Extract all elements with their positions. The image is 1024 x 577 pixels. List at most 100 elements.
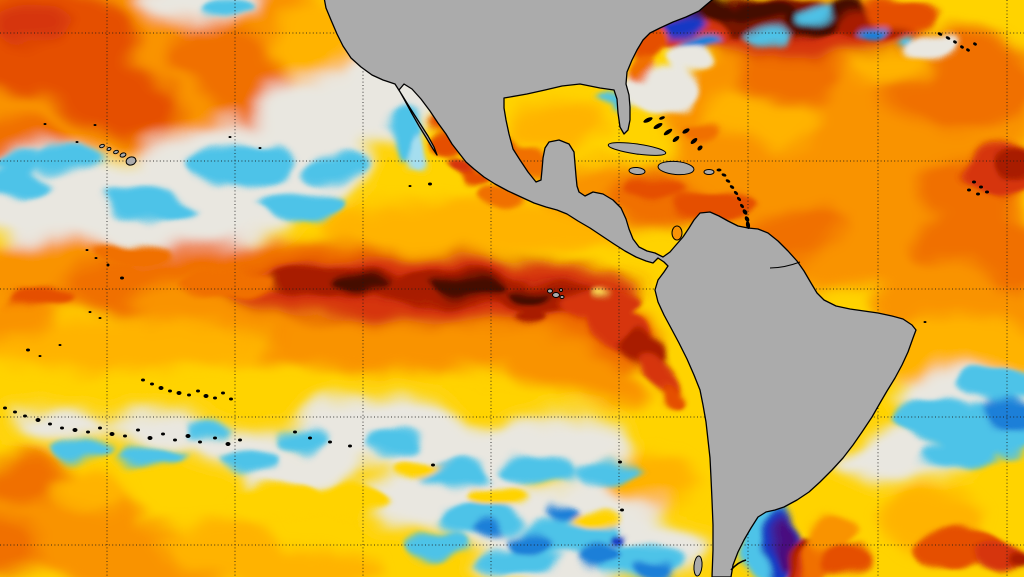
island-speck: [26, 348, 30, 352]
anomaly-deepOrange: [180, 266, 280, 298]
island-puerto-rico: [703, 169, 715, 175]
anomaly-darkRed: [1003, 548, 1024, 566]
island-speck: [682, 128, 690, 134]
anomaly-cyan: [202, 0, 254, 17]
anomaly-redOrange: [658, 381, 688, 411]
island-speck: [60, 426, 64, 430]
island-speck: [672, 136, 680, 142]
island-speck: [203, 394, 209, 398]
anomaly-deepOrange: [629, 57, 651, 83]
anomaly-cyan: [260, 190, 350, 220]
island-speck: [120, 276, 124, 280]
anomaly-amber: [512, 100, 608, 150]
amazon-river: [769, 261, 801, 269]
anomaly-redOrange: [824, 546, 872, 577]
island-hispaniola: [657, 160, 695, 176]
anomaly-blackRed: [510, 287, 554, 301]
anomaly-blue: [678, 35, 722, 51]
island-speck: [985, 190, 989, 194]
anomaly-yellow: [565, 511, 615, 529]
island-speck: [198, 440, 202, 444]
island-speck: [213, 396, 217, 400]
island-speck: [659, 116, 665, 120]
island-speck: [923, 321, 927, 323]
anomaly-orange: [670, 130, 770, 190]
island-speck: [725, 179, 731, 183]
anomaly-cyan: [115, 445, 185, 465]
island-speck: [258, 147, 262, 149]
island-speck: [173, 438, 177, 442]
island-speck: [221, 391, 225, 395]
lake-maracaibo: [671, 225, 683, 241]
island-speck: [168, 389, 172, 393]
anomaly-white: [907, 35, 963, 61]
island-speck: [653, 122, 663, 130]
anomaly-blue: [637, 562, 677, 577]
anomaly-amber: [48, 470, 132, 510]
anomaly-white: [10, 407, 110, 443]
anomaly-cyan: [220, 450, 280, 470]
island-speck: [3, 406, 7, 410]
anomaly-yellow: [230, 482, 330, 518]
island-speck: [38, 355, 42, 357]
anomaly-orange: [806, 510, 854, 554]
anomaly-redOrange: [630, 27, 670, 63]
anomaly-blue: [575, 545, 625, 567]
island-speck: [937, 32, 943, 36]
anomaly-amber: [0, 320, 270, 370]
island-speck: [147, 436, 153, 440]
island-speck: [663, 128, 673, 136]
island-galapagos: [559, 288, 563, 292]
island-speck: [187, 393, 191, 397]
island-speck: [736, 196, 742, 202]
anomaly-white: [78, 160, 162, 196]
island-speck: [716, 168, 722, 172]
anomaly-cyan: [0, 169, 50, 195]
anomaly-cyan: [410, 534, 470, 558]
island-speck: [744, 216, 750, 222]
anomaly-cyan: [365, 433, 425, 457]
island-speck: [93, 124, 97, 126]
island-speck: [98, 426, 102, 430]
island-galapagos: [559, 295, 565, 299]
anomaly-cyan: [50, 440, 110, 460]
island-speck: [196, 389, 200, 393]
island-speck: [75, 141, 79, 143]
anomaly-cyan: [793, 5, 831, 23]
anomaly-amber: [320, 200, 640, 256]
island-galapagos: [547, 288, 553, 294]
anomaly-cyan: [305, 158, 365, 182]
anomaly-deepOrange: [680, 121, 720, 141]
island-speck: [729, 185, 735, 189]
island-speck: [123, 434, 127, 438]
anomaly-orange: [0, 302, 55, 338]
anomaly-blue: [548, 504, 572, 518]
island-speck: [48, 422, 52, 426]
anomaly-paleCyan: [408, 132, 428, 172]
island-speck: [348, 444, 352, 448]
island-speck: [158, 386, 164, 390]
anomaly-yellow: [470, 486, 530, 506]
island-speck: [109, 432, 115, 436]
anomaly-blue: [985, 398, 1024, 434]
anomaly-cyan: [745, 31, 795, 45]
island-molokai: [113, 149, 119, 155]
island-speck: [408, 185, 412, 187]
anomaly-cyan: [275, 430, 325, 450]
anomaly-white: [666, 47, 710, 73]
island-speck: [742, 209, 748, 215]
island-speck: [972, 180, 976, 184]
island-speck: [618, 460, 622, 464]
anomaly-cyan: [580, 459, 640, 481]
island-speck: [953, 40, 957, 44]
island-speck: [238, 438, 242, 442]
island-oahu: [106, 146, 112, 152]
island-speck: [94, 257, 98, 259]
anomaly-cyan: [500, 456, 580, 484]
islands-gray: [99, 142, 715, 577]
anomaly-blackRed: [732, 1, 792, 23]
island-speck: [745, 221, 751, 229]
